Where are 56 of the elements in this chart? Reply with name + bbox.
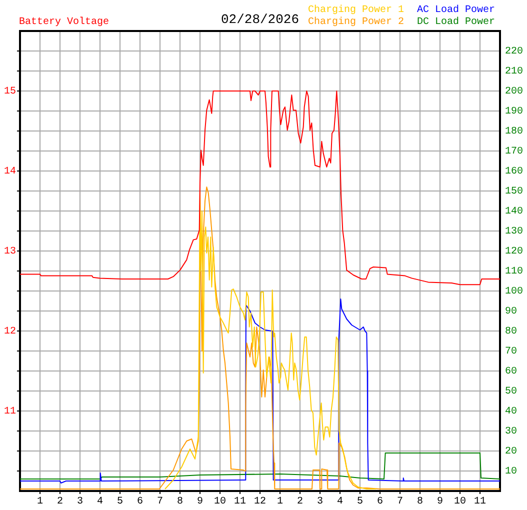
text: AC Load Power	[416, 5, 495, 16]
x-tick-label: 5	[116, 496, 124, 508]
y2-tick-label: 40	[505, 406, 518, 418]
x-tick-label: 12	[254, 496, 266, 508]
x-tick-label: 4	[96, 496, 104, 508]
y2-tick-label: 10	[505, 466, 518, 478]
y2-tick-label: 180	[505, 126, 524, 138]
y2-tick-label: 130	[505, 226, 524, 238]
x-tick-label: 7	[396, 496, 404, 508]
x-tick-label: 7	[156, 496, 164, 508]
x-tick-label: 10	[214, 496, 226, 508]
y-tick-label: 14	[4, 166, 16, 178]
text: DC Load Power	[416, 17, 495, 29]
text: Charging Power 2	[308, 17, 404, 29]
x-tick-label: 1	[276, 496, 284, 508]
y-tick-label: 13	[4, 246, 16, 258]
y-tick-label: 12	[4, 326, 16, 338]
y-tick-label: 15	[4, 86, 16, 98]
x-tick-label: 5	[356, 496, 364, 508]
text: Battery Voltage	[19, 17, 110, 29]
y2-tick-label: 120	[505, 246, 524, 258]
y2-tick-label: 60	[505, 366, 518, 378]
y2-tick-label: 100	[505, 286, 524, 298]
y-tick-label: 11	[4, 406, 16, 418]
text: Charging Power 1	[308, 5, 404, 16]
y2-tick-label: 140	[505, 206, 524, 218]
x-tick-label: 4	[336, 496, 344, 508]
y2-tick-label: 220	[505, 46, 524, 58]
y2-tick-label: 150	[505, 186, 524, 198]
y2-tick-label: 80	[505, 326, 518, 338]
y2-tick-label: 200	[505, 86, 524, 98]
x-tick-label: 1	[36, 496, 44, 508]
x-tick-label: 3	[316, 496, 324, 508]
y2-tick-label: 190	[505, 106, 524, 118]
y2-tick-label: 90	[505, 306, 518, 318]
y2-tick-label: 70	[505, 346, 518, 358]
y2-tick-label: 210	[505, 66, 524, 78]
y2-tick-label: 110	[505, 266, 524, 278]
x-tick-label: 8	[176, 496, 184, 508]
y2-tick-label: 20	[505, 446, 518, 458]
chart-title: 02/28/2026	[220, 12, 299, 27]
y2-tick-label: 30	[505, 426, 518, 438]
x-tick-label: 11	[234, 496, 246, 508]
x-tick-label: 2	[296, 496, 304, 508]
x-tick-label: 10	[454, 496, 466, 508]
x-tick-label: 2	[56, 496, 64, 508]
x-tick-label: 6	[376, 496, 384, 508]
y2-tick-label: 170	[505, 146, 524, 158]
x-tick-label: 9	[436, 496, 444, 508]
x-tick-label: 11	[474, 496, 486, 508]
y2-tick-label: 160	[505, 166, 524, 178]
x-tick-label: 3	[76, 496, 84, 508]
x-tick-label: 9	[196, 496, 204, 508]
y2-tick-label: 50	[505, 386, 518, 398]
x-tick-label: 6	[136, 496, 144, 508]
x-tick-label: 8	[416, 496, 424, 508]
